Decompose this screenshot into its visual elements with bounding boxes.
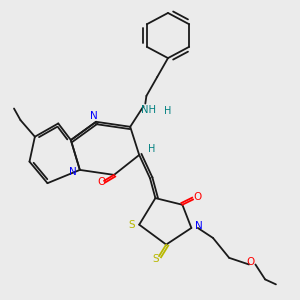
Text: S: S — [153, 254, 159, 265]
Text: O: O — [247, 257, 255, 267]
Text: H: H — [164, 106, 171, 116]
Text: S: S — [129, 220, 135, 230]
Text: O: O — [194, 192, 202, 203]
Text: N: N — [90, 111, 98, 121]
Text: O: O — [97, 177, 106, 187]
Text: H: H — [148, 144, 155, 154]
Text: N: N — [70, 167, 77, 177]
Text: NH: NH — [141, 104, 156, 115]
Text: N: N — [195, 221, 203, 231]
